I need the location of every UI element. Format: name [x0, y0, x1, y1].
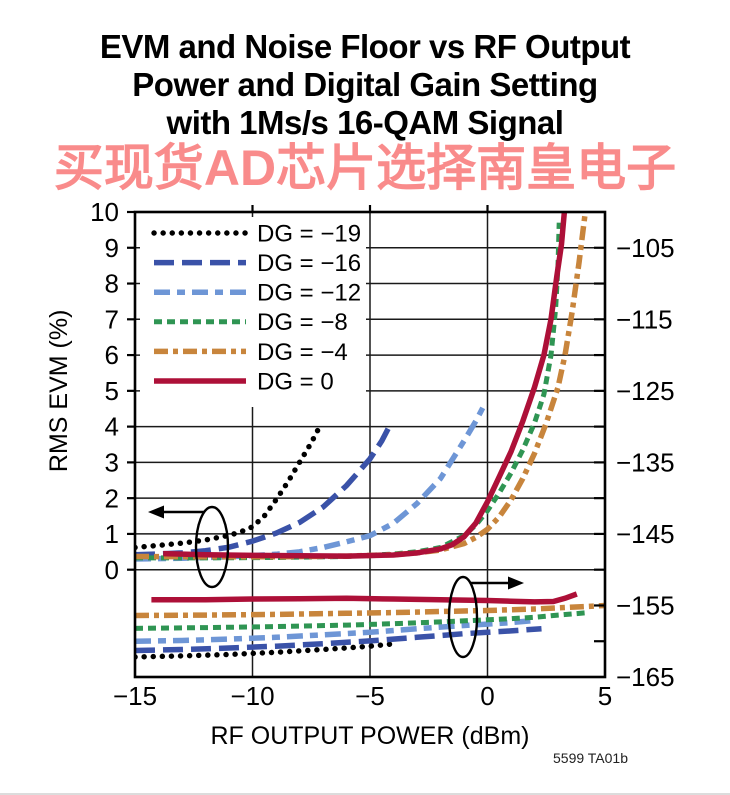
title-line-3: with 1Ms/s 16-QAM Signal — [166, 104, 564, 141]
y-right-tick-label: −155 — [616, 591, 675, 621]
annotation-ellipse — [194, 505, 230, 589]
y-left-tick-label: 2 — [105, 483, 119, 513]
noise-curve-DG = −12 — [134, 617, 535, 644]
y-right-tick-label: −135 — [616, 447, 675, 477]
y-left-tick-label: 5 — [105, 376, 119, 406]
legend-label: DG = −8 — [257, 309, 348, 336]
y-left-tick-label: 6 — [105, 340, 119, 370]
y-axis-label: RMS EVM (%) — [45, 310, 73, 473]
x-tick-label: 5 — [598, 681, 612, 711]
legend-label: DG = −12 — [257, 280, 361, 307]
noise-curve-DG = −4 — [134, 602, 606, 619]
evm-curve-DG = −16 — [134, 421, 394, 558]
y-left-tick-label: 8 — [105, 269, 119, 299]
x-tick-label: −15 — [113, 681, 157, 711]
annotation-ellipse — [447, 575, 479, 659]
y-right-tick-label: −125 — [616, 376, 675, 406]
x-tick-label: −5 — [355, 681, 385, 711]
tick-marks — [127, 205, 605, 643]
y-left-tick-label: 1 — [105, 519, 119, 549]
axis-labels: RF OUTPUT POWER (dBm) RMS EVM (%) — [45, 310, 529, 750]
title-line-2: Power and Digital Gain Setting — [132, 66, 598, 103]
y-right-tick-label: −165 — [616, 662, 675, 692]
noise-curve-DG = −8 — [134, 610, 589, 631]
annotation-arrow-head — [148, 505, 164, 519]
y-left-tick-label: 7 — [105, 304, 119, 334]
y-right-tick-label: −145 — [616, 519, 675, 549]
y-left-tick-label: 10 — [90, 197, 119, 227]
noise-curve-DG = −19 — [134, 641, 394, 660]
y-left-tick-label: 3 — [105, 447, 119, 477]
x-axis-label: RF OUTPUT POWER (dBm) — [211, 722, 530, 750]
noise-curve-DG = 0 — [151, 591, 578, 605]
y-left-tick-label: 9 — [105, 233, 119, 263]
title-line-1: EVM and Noise Floor vs RF Output — [99, 28, 631, 65]
legend-label: DG = −16 — [257, 250, 361, 277]
figure-number: 5599 TA01b — [553, 750, 628, 766]
legend-label: DG = −19 — [257, 220, 361, 247]
x-tick-label: −10 — [230, 681, 274, 711]
y-left-tick-label: 4 — [105, 412, 119, 442]
figure-title: EVM and Noise Floor vs RF Output Power a… — [0, 28, 730, 142]
x-tick-label: 0 — [480, 681, 494, 711]
evm-curve-DG = 0 — [163, 211, 568, 559]
legend-label: DG = −4 — [257, 339, 348, 366]
annotation-arrow-head — [508, 576, 524, 590]
legend-label: DG = 0 — [257, 368, 334, 395]
noise-curve-DG = −16 — [134, 625, 542, 654]
series — [134, 211, 606, 660]
y-left-tick-label: 0 — [105, 555, 119, 585]
y-right-tick-label: −115 — [616, 304, 673, 334]
watermark-text: 买现货AD芯片选择南皇电子 — [53, 140, 677, 196]
evm-curve-DG = −19 — [134, 422, 324, 551]
legend-box — [140, 217, 366, 407]
annotations — [148, 505, 524, 659]
tick-labels: 012345678910−105−115−125−135−145−155−165… — [90, 197, 675, 711]
evm-curve-DG = −4 — [134, 211, 589, 560]
y-right-tick-label: −105 — [616, 233, 675, 263]
